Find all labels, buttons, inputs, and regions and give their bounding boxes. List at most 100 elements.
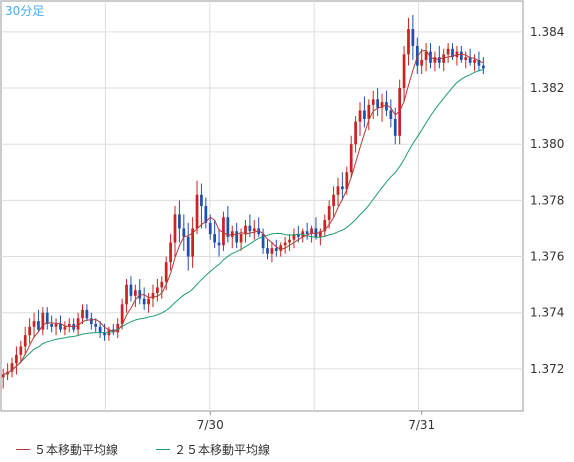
- candle: [178, 200, 181, 243]
- candle-body: [222, 217, 225, 246]
- candle-body: [230, 231, 234, 237]
- candle-body: [178, 214, 181, 229]
- candle: [28, 318, 31, 344]
- candle: [32, 312, 36, 338]
- candle-body: [261, 234, 265, 249]
- candle-body: [76, 318, 80, 330]
- candle: [473, 54, 476, 72]
- candle-body: [37, 321, 40, 330]
- candle: [446, 43, 450, 63]
- candle: [411, 15, 415, 60]
- ma5-line: [3, 49, 484, 375]
- candle: [274, 239, 278, 257]
- candle: [76, 312, 80, 336]
- candle-body: [323, 220, 327, 232]
- candle: [270, 242, 274, 263]
- candle: [336, 177, 340, 206]
- candle: [19, 340, 23, 364]
- candle: [116, 318, 120, 338]
- ma25-line: [3, 69, 484, 375]
- candle-body: [85, 309, 89, 319]
- candle: [314, 217, 318, 240]
- candle-body: [169, 242, 172, 263]
- candle-body: [186, 236, 190, 257]
- candle: [323, 214, 327, 237]
- moving-averages: [3, 49, 484, 375]
- candle: [23, 326, 27, 355]
- candle: [354, 116, 357, 153]
- candle: [292, 228, 296, 249]
- candle-body: [120, 304, 124, 324]
- candle-body: [252, 228, 256, 232]
- candle: [433, 51, 437, 72]
- plot-area: [0, 0, 524, 412]
- candle: [15, 346, 18, 375]
- candle: [266, 239, 269, 260]
- candle-body: [310, 228, 313, 235]
- candle: [186, 222, 190, 271]
- candle-body: [160, 281, 164, 288]
- y-tick-label: 1.378: [530, 193, 564, 207]
- candle: [133, 284, 137, 308]
- candle: [94, 318, 98, 333]
- candle-body: [235, 231, 239, 243]
- candle-body: [147, 298, 150, 305]
- candle-body: [129, 284, 133, 296]
- candle: [305, 222, 309, 240]
- candle-body: [200, 194, 203, 206]
- candle-body: [354, 121, 357, 145]
- candle-body: [204, 206, 208, 223]
- candle-body: [94, 323, 98, 327]
- candle-body: [195, 194, 199, 229]
- candle-body: [98, 326, 102, 333]
- candle: [89, 312, 93, 330]
- candle: [129, 276, 133, 302]
- candle: [63, 321, 67, 336]
- candle-body: [151, 293, 155, 299]
- candle-body: [473, 59, 476, 63]
- candle-body: [59, 323, 62, 330]
- candle: [252, 220, 256, 240]
- candle-body: [341, 186, 344, 190]
- candle-body: [125, 284, 128, 305]
- candle-body: [407, 29, 410, 55]
- candle-body: [468, 57, 472, 63]
- candle: [217, 228, 221, 257]
- candle-body: [32, 321, 36, 327]
- candle: [283, 236, 287, 254]
- candlestick-chart: 1.372 1.374 1.376 1.378 1.380 1.382 1.384 7/30 7…: [0, 0, 564, 432]
- candle-body: [305, 231, 309, 235]
- candle: [288, 234, 291, 251]
- candle: [367, 99, 371, 131]
- candle-body: [464, 57, 468, 60]
- candle: [208, 214, 212, 240]
- price-chart: 1.372 1.374 1.376 1.378 1.380 1.382 1.384 7/30 7…: [0, 0, 564, 432]
- y-tick-label: 1.382: [530, 81, 564, 95]
- candle: [182, 214, 186, 251]
- candle: [156, 279, 159, 302]
- candle-body: [182, 228, 186, 237]
- candle-body: [415, 45, 419, 66]
- candle-body: [319, 231, 322, 237]
- candle: [1, 368, 5, 389]
- candle-body: [389, 110, 393, 119]
- candle-body: [367, 104, 371, 119]
- candle-body: [411, 29, 415, 46]
- candle: [389, 99, 393, 128]
- candle-body: [296, 234, 300, 237]
- candle: [173, 206, 177, 257]
- candle: [380, 93, 384, 122]
- candle-body: [380, 102, 384, 108]
- candle-body: [67, 323, 71, 327]
- candle-body: [279, 245, 283, 251]
- candle: [371, 90, 375, 119]
- candle-body: [433, 57, 437, 63]
- candle: [213, 220, 217, 249]
- candle-body: [420, 59, 424, 66]
- candle-body: [248, 225, 252, 232]
- candle-body: [244, 225, 247, 235]
- legend-item-ma5: ５本移動平均線: [16, 441, 118, 457]
- candle-body: [292, 234, 296, 240]
- candle: [169, 234, 172, 271]
- candle-body: [376, 99, 379, 108]
